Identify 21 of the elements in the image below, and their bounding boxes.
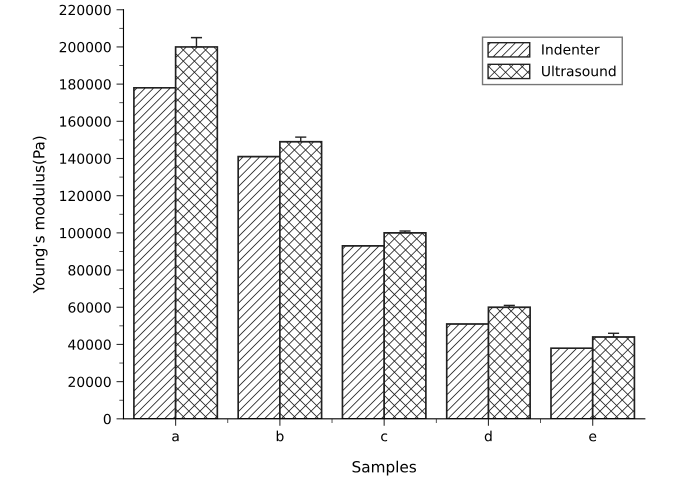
- y-tick-label: 100000: [60, 228, 111, 238]
- y-tick-label: 140000: [60, 153, 111, 164]
- legend-label: Ultrasound: [542, 66, 616, 76]
- y-tick-label: 60000: [68, 302, 111, 313]
- x-tick-label: b: [276, 430, 284, 442]
- y-tick-label: 20000: [68, 376, 111, 388]
- y-tick-label: 80000: [68, 265, 111, 276]
- x-tick-label: d: [484, 430, 492, 442]
- y-tick-label: 180000: [60, 79, 111, 90]
- legend-label: Indenter: [542, 44, 600, 55]
- y-tick-label: 200000: [60, 42, 111, 52]
- y-tick-label: 120000: [60, 190, 111, 202]
- x-tick-label: e: [589, 433, 596, 442]
- x-tick-label: a: [172, 433, 179, 442]
- y-axis-title: Young's modulus(Pa): [32, 136, 48, 294]
- y-tick-label: 40000: [68, 339, 111, 350]
- y-tick-label: 160000: [60, 116, 111, 127]
- x-axis-title: Samples: [352, 460, 416, 476]
- y-tick-label: 0: [104, 414, 111, 424]
- y-tick-label: 220000: [60, 4, 111, 16]
- x-tick-label: c: [381, 433, 388, 442]
